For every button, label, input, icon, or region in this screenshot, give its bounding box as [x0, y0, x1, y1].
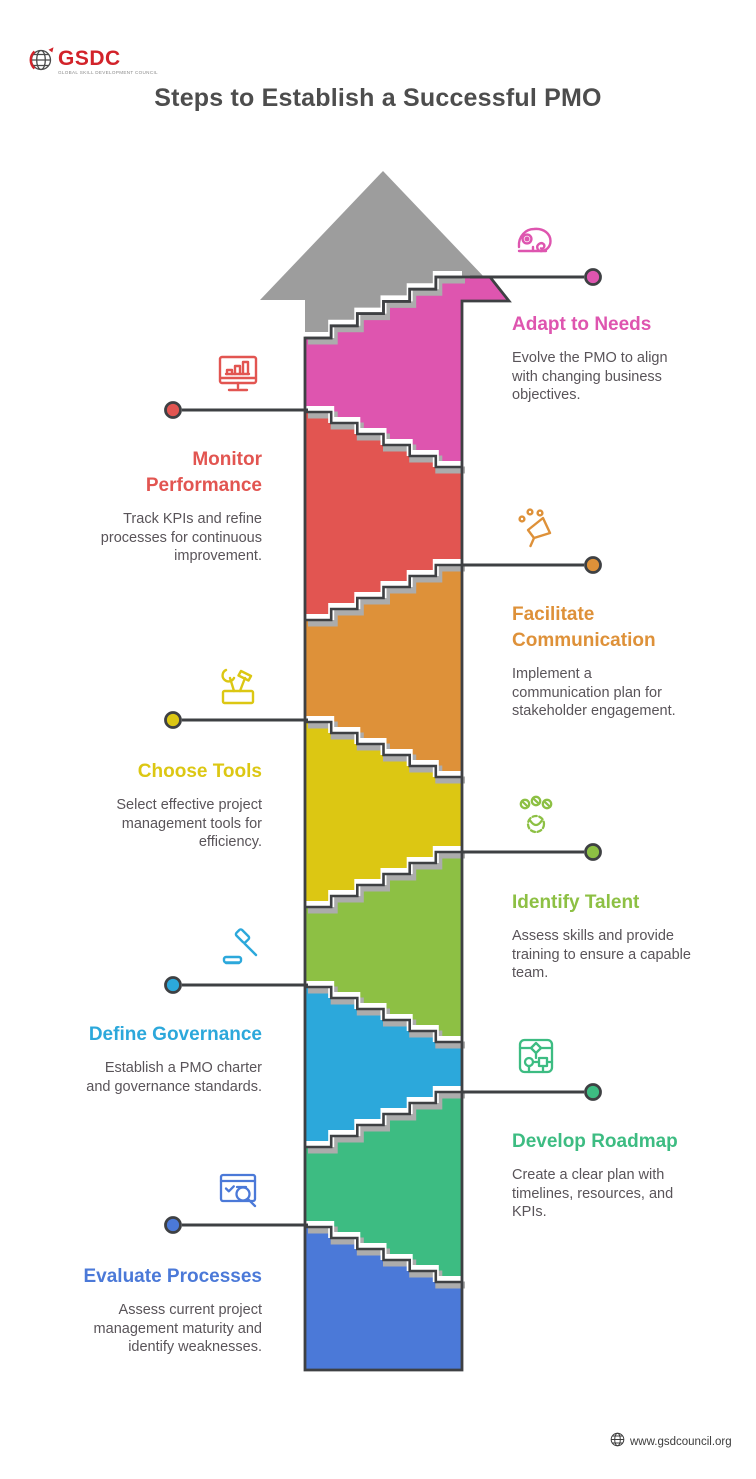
globe-logo-icon — [28, 44, 55, 80]
step-title: Monitor Performance — [145, 449, 262, 496]
logo-tagline: GLOBAL SKILL DEVELOPMENT COUNCIL — [58, 69, 158, 75]
step-description: Implement a communication plan for stake… — [512, 666, 676, 719]
step-title: Define Governance — [88, 1024, 262, 1045]
chameleon-icon — [512, 215, 560, 263]
logo-name: GSDC — [58, 47, 121, 71]
step-description: Evolve the PMO to align with changing bu… — [512, 350, 668, 403]
gsdc-logo: GSDC GLOBAL SKILL DEVELOPMENT COUNCIL — [28, 44, 158, 80]
roadmap-icon — [512, 1032, 560, 1080]
step-monitor-performance: Monitor Performance Track KPIs and refin… — [67, 350, 262, 566]
step-evaluate-processes: Evaluate Processes Assess current projec… — [67, 1167, 262, 1357]
checklist-search-icon — [214, 1167, 262, 1215]
step-title: Develop Roadmap — [512, 1131, 678, 1152]
footer: www.gsdcouncil.org — [610, 1432, 732, 1452]
step-description: Assess current project management maturi… — [93, 1302, 262, 1355]
step-description: Select effective project management tool… — [116, 797, 262, 850]
page-title: Steps to Establish a Successful PMO — [154, 84, 602, 112]
step-description: Track KPIs and refine processes for cont… — [100, 511, 262, 564]
team-gear-icon — [512, 793, 560, 841]
globe-icon — [610, 1432, 625, 1452]
step-title: Evaluate Processes — [83, 1266, 262, 1287]
step-description: Establish a PMO charter and governance s… — [86, 1060, 262, 1095]
step-adapt-to-needs: Adapt to Needs Evolve the PMO to align w… — [512, 215, 717, 405]
toolbox-icon — [214, 662, 262, 710]
step-description: Create a clear plan with timelines, reso… — [512, 1167, 674, 1220]
footer-link[interactable]: www.gsdcouncil.org — [630, 1436, 732, 1448]
step-description: Assess skills and provide training to en… — [512, 928, 691, 981]
gavel-icon — [214, 925, 262, 973]
step-facilitate-communication: Facilitate Communication Implement a com… — [512, 505, 717, 721]
step-title: Adapt to Needs — [512, 314, 652, 335]
step-title: Identify Talent — [512, 892, 640, 913]
step-title: Choose Tools — [137, 761, 262, 782]
megaphone-icon — [512, 505, 560, 553]
step-choose-tools: Choose Tools Select effective project ma… — [67, 662, 262, 852]
step-title: Facilitate Communication — [512, 604, 656, 651]
step-identify-talent: Identify Talent Assess skills and provid… — [512, 793, 724, 983]
step-develop-roadmap: Develop Roadmap Create a clear plan with… — [512, 1032, 717, 1222]
step-define-governance: Define Governance Establish a PMO charte… — [67, 925, 262, 1096]
monitor-chart-icon — [214, 350, 262, 398]
